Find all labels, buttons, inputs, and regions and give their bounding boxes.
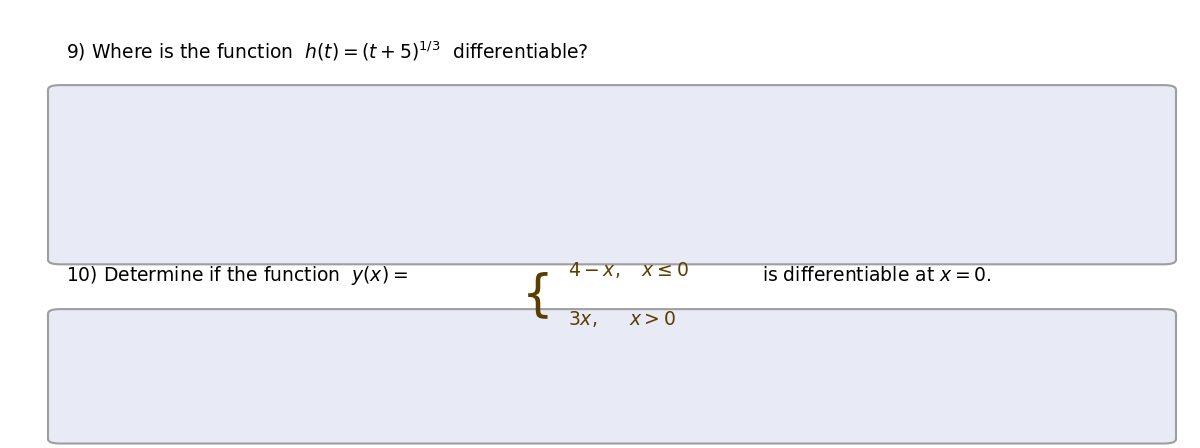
FancyBboxPatch shape [48, 85, 1176, 264]
FancyBboxPatch shape [48, 309, 1176, 444]
Text: $4 - x, \quad x \leq 0$: $4 - x, \quad x \leq 0$ [568, 260, 689, 280]
Text: 10) Determine if the function  $y(x) =$: 10) Determine if the function $y(x) =$ [66, 264, 408, 287]
Text: is differentiable at $x = 0$.: is differentiable at $x = 0$. [762, 266, 991, 285]
Text: 9) Where is the function  $h(t) = (t+5)^{1/3}$  differentiable?: 9) Where is the function $h(t) = (t+5)^{… [66, 40, 588, 63]
Text: {: { [522, 271, 553, 320]
Text: $3x, \quad\;\; x > 0$: $3x, \quad\;\; x > 0$ [568, 309, 676, 329]
